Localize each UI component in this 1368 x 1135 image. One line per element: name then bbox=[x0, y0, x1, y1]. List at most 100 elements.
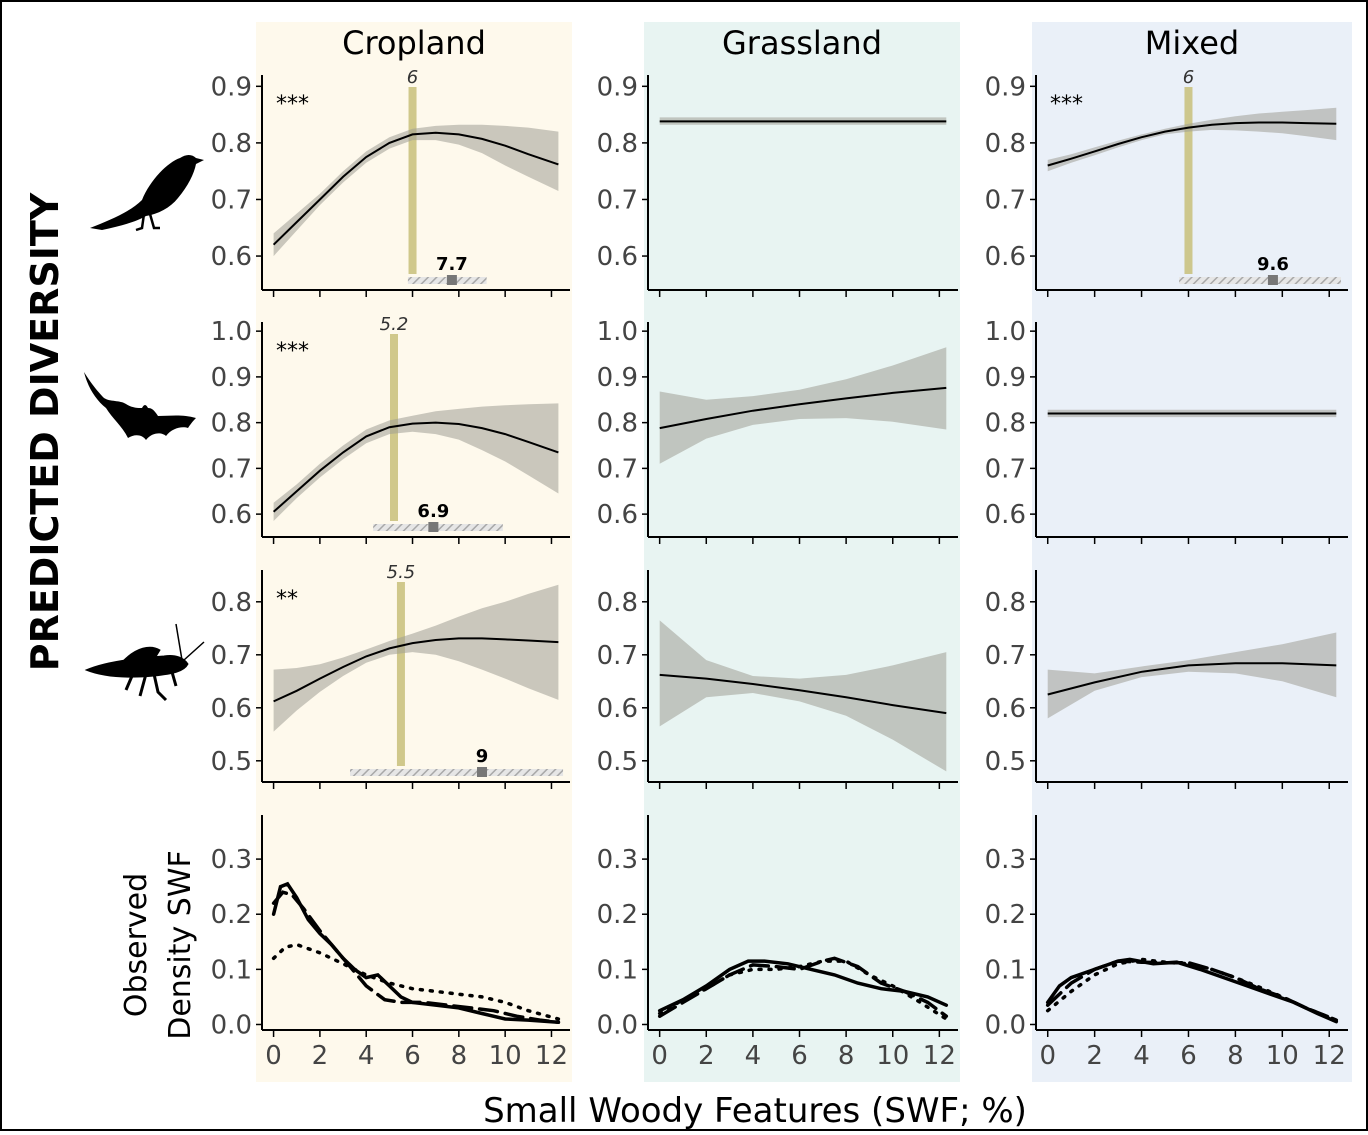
x-tick-label: 2 bbox=[698, 1041, 715, 1071]
optimum-marker bbox=[446, 275, 457, 285]
x-tick-label: 2 bbox=[312, 1041, 329, 1071]
significance-stars: ** bbox=[276, 587, 298, 612]
fitted-line bbox=[1047, 121, 1337, 167]
y-tick-label: 0.2 bbox=[985, 900, 1026, 930]
column-header-mixed: Mixed bbox=[1145, 24, 1239, 62]
confidence-ribbon bbox=[659, 347, 947, 464]
optimum-label: 9.6 bbox=[1257, 254, 1289, 275]
x-tick-label: 4 bbox=[1133, 1041, 1150, 1071]
panel-orthoptera-mixed: 0.5 0.6 0.7 0.8 bbox=[985, 570, 1348, 789]
y-axis-title: PREDICTED DIVERSITY bbox=[23, 192, 67, 671]
x-tick-label: 8 bbox=[838, 1041, 855, 1071]
y-tick-label: 0.0 bbox=[211, 1010, 252, 1040]
y-tick-label: 0.8 bbox=[211, 129, 252, 159]
x-tick-label: 6 bbox=[791, 1041, 808, 1071]
y-tick-label: 0.6 bbox=[985, 694, 1026, 724]
x-tick-label: 10 bbox=[876, 1041, 909, 1071]
x-tick-label: 2 bbox=[1086, 1041, 1103, 1071]
density-curve-dotted bbox=[657, 959, 949, 1021]
y-tick-label: 1.0 bbox=[211, 317, 252, 347]
x-tick-label: 12 bbox=[1313, 1041, 1346, 1071]
y-tick-label: 0.7 bbox=[211, 641, 252, 671]
panel-bat-cropland: 0.6 0.7 0.8 0.9 1.0 5.2 6.9 *** bbox=[211, 314, 570, 544]
x-tick-label: 8 bbox=[451, 1041, 468, 1071]
density-ylabel-line2: Density SWF bbox=[163, 850, 198, 1040]
y-tick-label: 0.8 bbox=[597, 588, 638, 618]
y-tick-label: 0.6 bbox=[211, 500, 252, 530]
y-tick-label: 0.7 bbox=[985, 454, 1026, 484]
y-tick-label: 0.7 bbox=[597, 454, 638, 484]
x-tick-label: 4 bbox=[745, 1041, 762, 1071]
y-tick-label: 0.7 bbox=[211, 185, 252, 215]
panel-bat-mixed: 0.6 0.7 0.8 0.9 1.0 bbox=[985, 317, 1348, 544]
y-tick-label: 0.6 bbox=[211, 694, 252, 724]
y-tick-label: 0.7 bbox=[985, 641, 1026, 671]
y-tick-label: 0.6 bbox=[985, 500, 1026, 530]
fitted-line bbox=[659, 673, 947, 715]
density-curve-longdash bbox=[1045, 959, 1339, 1022]
y-tick-label: 0.6 bbox=[597, 242, 638, 272]
confidence-ribbon bbox=[659, 620, 947, 772]
y-tick-label: 0.8 bbox=[985, 588, 1026, 618]
bird-icon bbox=[90, 155, 204, 232]
density-curve-dotted bbox=[1045, 957, 1339, 1022]
density-curve-longdash bbox=[271, 890, 561, 1025]
density-curve-dotted bbox=[271, 942, 561, 1021]
panel-orthoptera-cropland: 0.5 0.6 0.7 0.8 5.5 9 ** bbox=[211, 562, 570, 789]
fitted-line bbox=[1047, 662, 1337, 696]
panel-bat-grassland: 0.6 0.7 0.8 0.9 1.0 bbox=[597, 317, 958, 544]
significance-stars: *** bbox=[276, 339, 309, 364]
x-tick-label: 12 bbox=[535, 1041, 568, 1071]
x-tick-label: 0 bbox=[265, 1041, 282, 1071]
panel-observed-density-swf-grassland: 0.0 0.1 0.2 0.3 0 2 4 6 8 10 12 bbox=[597, 815, 958, 1071]
x-tick-label: 4 bbox=[358, 1041, 375, 1071]
y-tick-label: 0.9 bbox=[211, 72, 252, 102]
bat-icon bbox=[84, 372, 196, 440]
x-tick-label: 10 bbox=[489, 1041, 522, 1071]
y-tick-label: 0.0 bbox=[985, 1010, 1026, 1040]
y-tick-label: 0.9 bbox=[597, 72, 638, 102]
threshold-label: 6 bbox=[407, 67, 418, 88]
x-tick-label: 12 bbox=[923, 1041, 956, 1071]
optimum-marker bbox=[1267, 275, 1278, 285]
y-tick-label: 0.8 bbox=[985, 129, 1026, 159]
y-tick-label: 0.7 bbox=[985, 185, 1026, 215]
y-tick-label: 0.5 bbox=[985, 747, 1026, 777]
grasshopper-icon bbox=[84, 623, 205, 702]
x-tick-label: 0 bbox=[1039, 1041, 1056, 1071]
threshold-label: 5.5 bbox=[387, 562, 416, 583]
y-tick-label: 0.7 bbox=[597, 185, 638, 215]
y-tick-label: 0.2 bbox=[597, 900, 638, 930]
fitted-line bbox=[273, 637, 559, 703]
optimum-label: 7.7 bbox=[436, 254, 468, 275]
x-tick-label: 0 bbox=[651, 1041, 668, 1071]
significance-stars: *** bbox=[1050, 92, 1083, 117]
y-tick-label: 0.5 bbox=[211, 747, 252, 777]
y-tick-label: 0.8 bbox=[211, 409, 252, 439]
y-tick-label: 1.0 bbox=[597, 317, 638, 347]
y-tick-label: 0.6 bbox=[985, 242, 1026, 272]
y-tick-label: 0.1 bbox=[985, 955, 1026, 985]
y-tick-label: 0.3 bbox=[597, 845, 638, 875]
x-tick-label: 6 bbox=[404, 1041, 421, 1071]
panel-bird-cropland: 0.6 0.7 0.8 0.9 6 7.7 *** bbox=[211, 67, 570, 297]
y-tick-label: 0.9 bbox=[211, 363, 252, 393]
y-tick-label: 0.5 bbox=[597, 747, 638, 777]
fitted-line bbox=[272, 131, 559, 246]
panel-bird-grassland: 0.6 0.7 0.8 0.9 bbox=[597, 72, 958, 297]
optimum-label: 6.9 bbox=[417, 501, 449, 522]
optimum-range bbox=[1179, 277, 1341, 284]
x-axis-title: Small Woody Features (SWF; %) bbox=[483, 1091, 1027, 1131]
confidence-ribbon bbox=[273, 584, 559, 732]
y-tick-label: 0.3 bbox=[985, 845, 1026, 875]
y-tick-label: 0.9 bbox=[985, 72, 1026, 102]
y-tick-label: 0.6 bbox=[597, 694, 638, 724]
y-tick-label: 0.8 bbox=[597, 409, 638, 439]
panel-observed-density-swf-cropland: 0.0 0.1 0.2 0.3 0 2 4 6 8 10 12 bbox=[211, 815, 570, 1071]
y-tick-label: 0.9 bbox=[985, 363, 1026, 393]
panel-bird-mixed: 0.6 0.7 0.8 0.9 6 9.6 *** bbox=[985, 67, 1348, 297]
y-tick-label: 0.6 bbox=[211, 242, 252, 272]
